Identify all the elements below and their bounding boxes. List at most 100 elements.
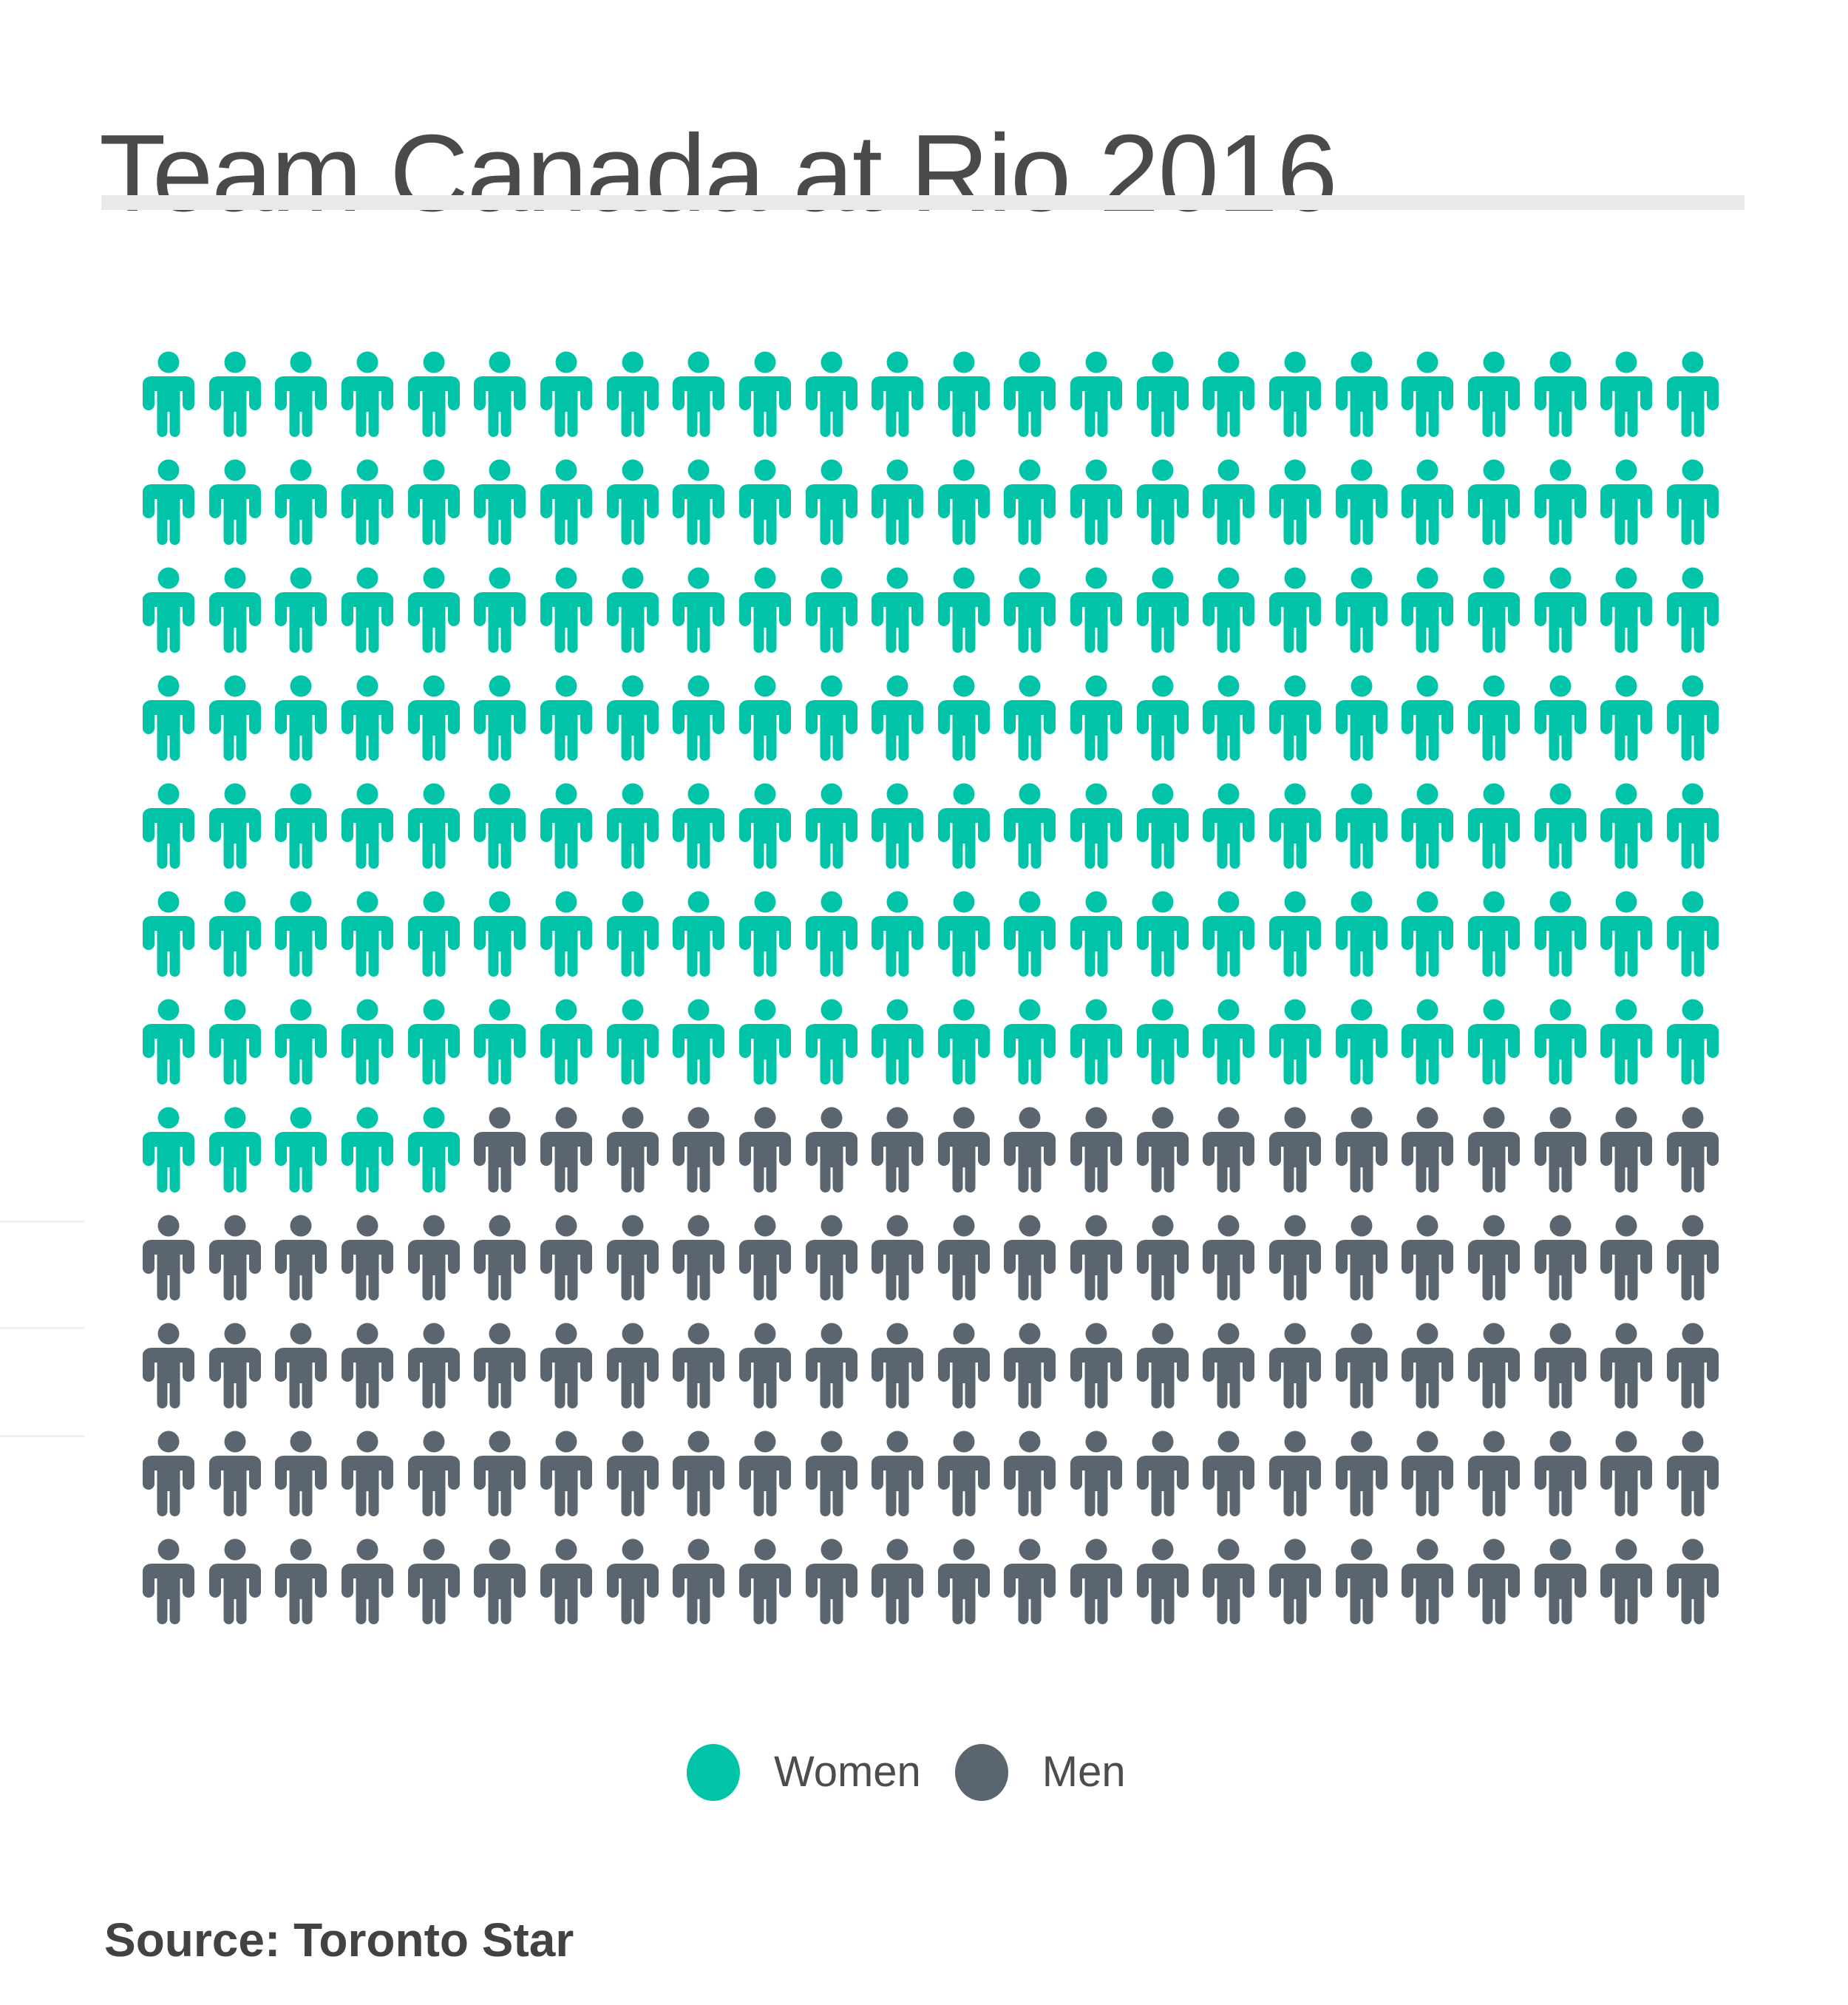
person-icon-woman <box>408 999 460 1085</box>
person-icon-man <box>872 1538 923 1624</box>
person-icon-woman <box>1600 783 1652 869</box>
person-icon-man <box>1336 1215 1387 1300</box>
person-icon-man <box>408 1538 460 1624</box>
person-icon-man <box>1070 1215 1122 1300</box>
person-icon-man <box>1336 1323 1387 1408</box>
person-icon-woman <box>739 891 791 977</box>
person-icon-man <box>1600 1107 1652 1193</box>
person-icon-woman <box>143 783 194 869</box>
source-note: Source: Toronto Star <box>104 1913 574 1967</box>
person-icon-man <box>607 1323 659 1408</box>
person-icon-man <box>1203 1323 1254 1408</box>
person-icon-woman <box>342 891 393 977</box>
person-icon-woman <box>1667 351 1719 437</box>
person-icon-woman <box>1600 459 1652 545</box>
person-icon-woman <box>209 567 261 653</box>
person-icon-man <box>1402 1107 1453 1193</box>
person-icon-man <box>1070 1323 1122 1408</box>
person-icon-man <box>872 1215 923 1300</box>
person-icon-woman <box>872 351 923 437</box>
person-icon-man <box>1402 1538 1453 1624</box>
person-icon-man <box>275 1323 327 1408</box>
person-icon-woman <box>1667 459 1719 545</box>
person-icon-woman <box>1137 891 1189 977</box>
person-icon-woman <box>1004 999 1056 1085</box>
person-icon-woman <box>540 891 592 977</box>
person-icon-woman <box>1070 675 1122 761</box>
legend: Women Men <box>687 1743 1126 1801</box>
person-icon-man <box>1137 1215 1189 1300</box>
person-icon-man <box>739 1323 791 1408</box>
person-icon-man <box>1137 1107 1189 1193</box>
person-icon-woman <box>1336 891 1387 977</box>
person-icon-woman <box>209 351 261 437</box>
person-icon-man <box>1004 1431 1056 1516</box>
person-icon-man <box>1402 1215 1453 1300</box>
person-icon-man <box>540 1538 592 1624</box>
person-icon-woman <box>540 783 592 869</box>
person-icon-man <box>1269 1538 1321 1624</box>
person-icon-man <box>1667 1215 1719 1300</box>
person-icon-woman <box>673 351 724 437</box>
person-icon-woman <box>739 783 791 869</box>
legend-marker-women <box>687 1743 740 1801</box>
person-icon-man <box>143 1323 194 1408</box>
person-icon-woman <box>474 675 526 761</box>
person-icon-woman <box>938 459 990 545</box>
person-icon-man <box>1336 1538 1387 1624</box>
person-icon-woman <box>673 567 724 653</box>
person-icon-woman <box>1137 783 1189 869</box>
gridline <box>0 1327 85 1329</box>
person-icon-man <box>1004 1323 1056 1408</box>
person-icon-woman <box>408 1107 460 1193</box>
person-icon-woman <box>872 891 923 977</box>
person-icon-man <box>1203 1215 1254 1300</box>
person-icon-woman <box>1402 783 1453 869</box>
person-icon-woman <box>408 567 460 653</box>
person-icon-woman <box>1402 567 1453 653</box>
person-icon-man <box>1535 1538 1586 1624</box>
person-icon-woman <box>1004 891 1056 977</box>
person-icon-woman <box>938 891 990 977</box>
person-icon-woman <box>607 891 659 977</box>
person-icon-woman <box>1468 675 1520 761</box>
person-icon-man <box>209 1538 261 1624</box>
gridline <box>0 1435 85 1437</box>
person-icon-woman <box>408 459 460 545</box>
person-icon-woman <box>673 891 724 977</box>
person-icon-woman <box>607 675 659 761</box>
person-icon-woman <box>1468 891 1520 977</box>
person-icon-woman <box>1468 999 1520 1085</box>
person-icon-man <box>872 1323 923 1408</box>
person-icon-woman <box>1070 351 1122 437</box>
person-icon-woman <box>143 459 194 545</box>
person-icon-woman <box>1203 891 1254 977</box>
person-icon-woman <box>673 459 724 545</box>
person-icon-woman <box>1535 783 1586 869</box>
person-icon-woman <box>1535 351 1586 437</box>
person-icon-woman <box>1269 999 1321 1085</box>
person-icon-woman <box>1269 783 1321 869</box>
person-icon-man <box>474 1538 526 1624</box>
person-icon-man <box>938 1215 990 1300</box>
legend-label-women: Women <box>774 1748 921 1796</box>
person-icon-woman <box>872 567 923 653</box>
person-icon-woman <box>1137 459 1189 545</box>
person-icon-woman <box>1336 783 1387 869</box>
person-icon-woman <box>143 567 194 653</box>
person-icon-woman <box>342 999 393 1085</box>
legend-item-women[interactable]: Women <box>687 1743 921 1801</box>
person-icon-man <box>739 1215 791 1300</box>
person-icon-man <box>1600 1323 1652 1408</box>
person-icon-man <box>607 1431 659 1516</box>
person-icon-man <box>1070 1107 1122 1193</box>
person-icon-woman <box>1203 999 1254 1085</box>
legend-item-men[interactable]: Men <box>954 1743 1126 1801</box>
person-icon-woman <box>275 891 327 977</box>
person-icon-woman <box>872 675 923 761</box>
person-icon-man <box>540 1431 592 1516</box>
person-icon-woman <box>938 351 990 437</box>
person-icon-woman <box>1203 459 1254 545</box>
